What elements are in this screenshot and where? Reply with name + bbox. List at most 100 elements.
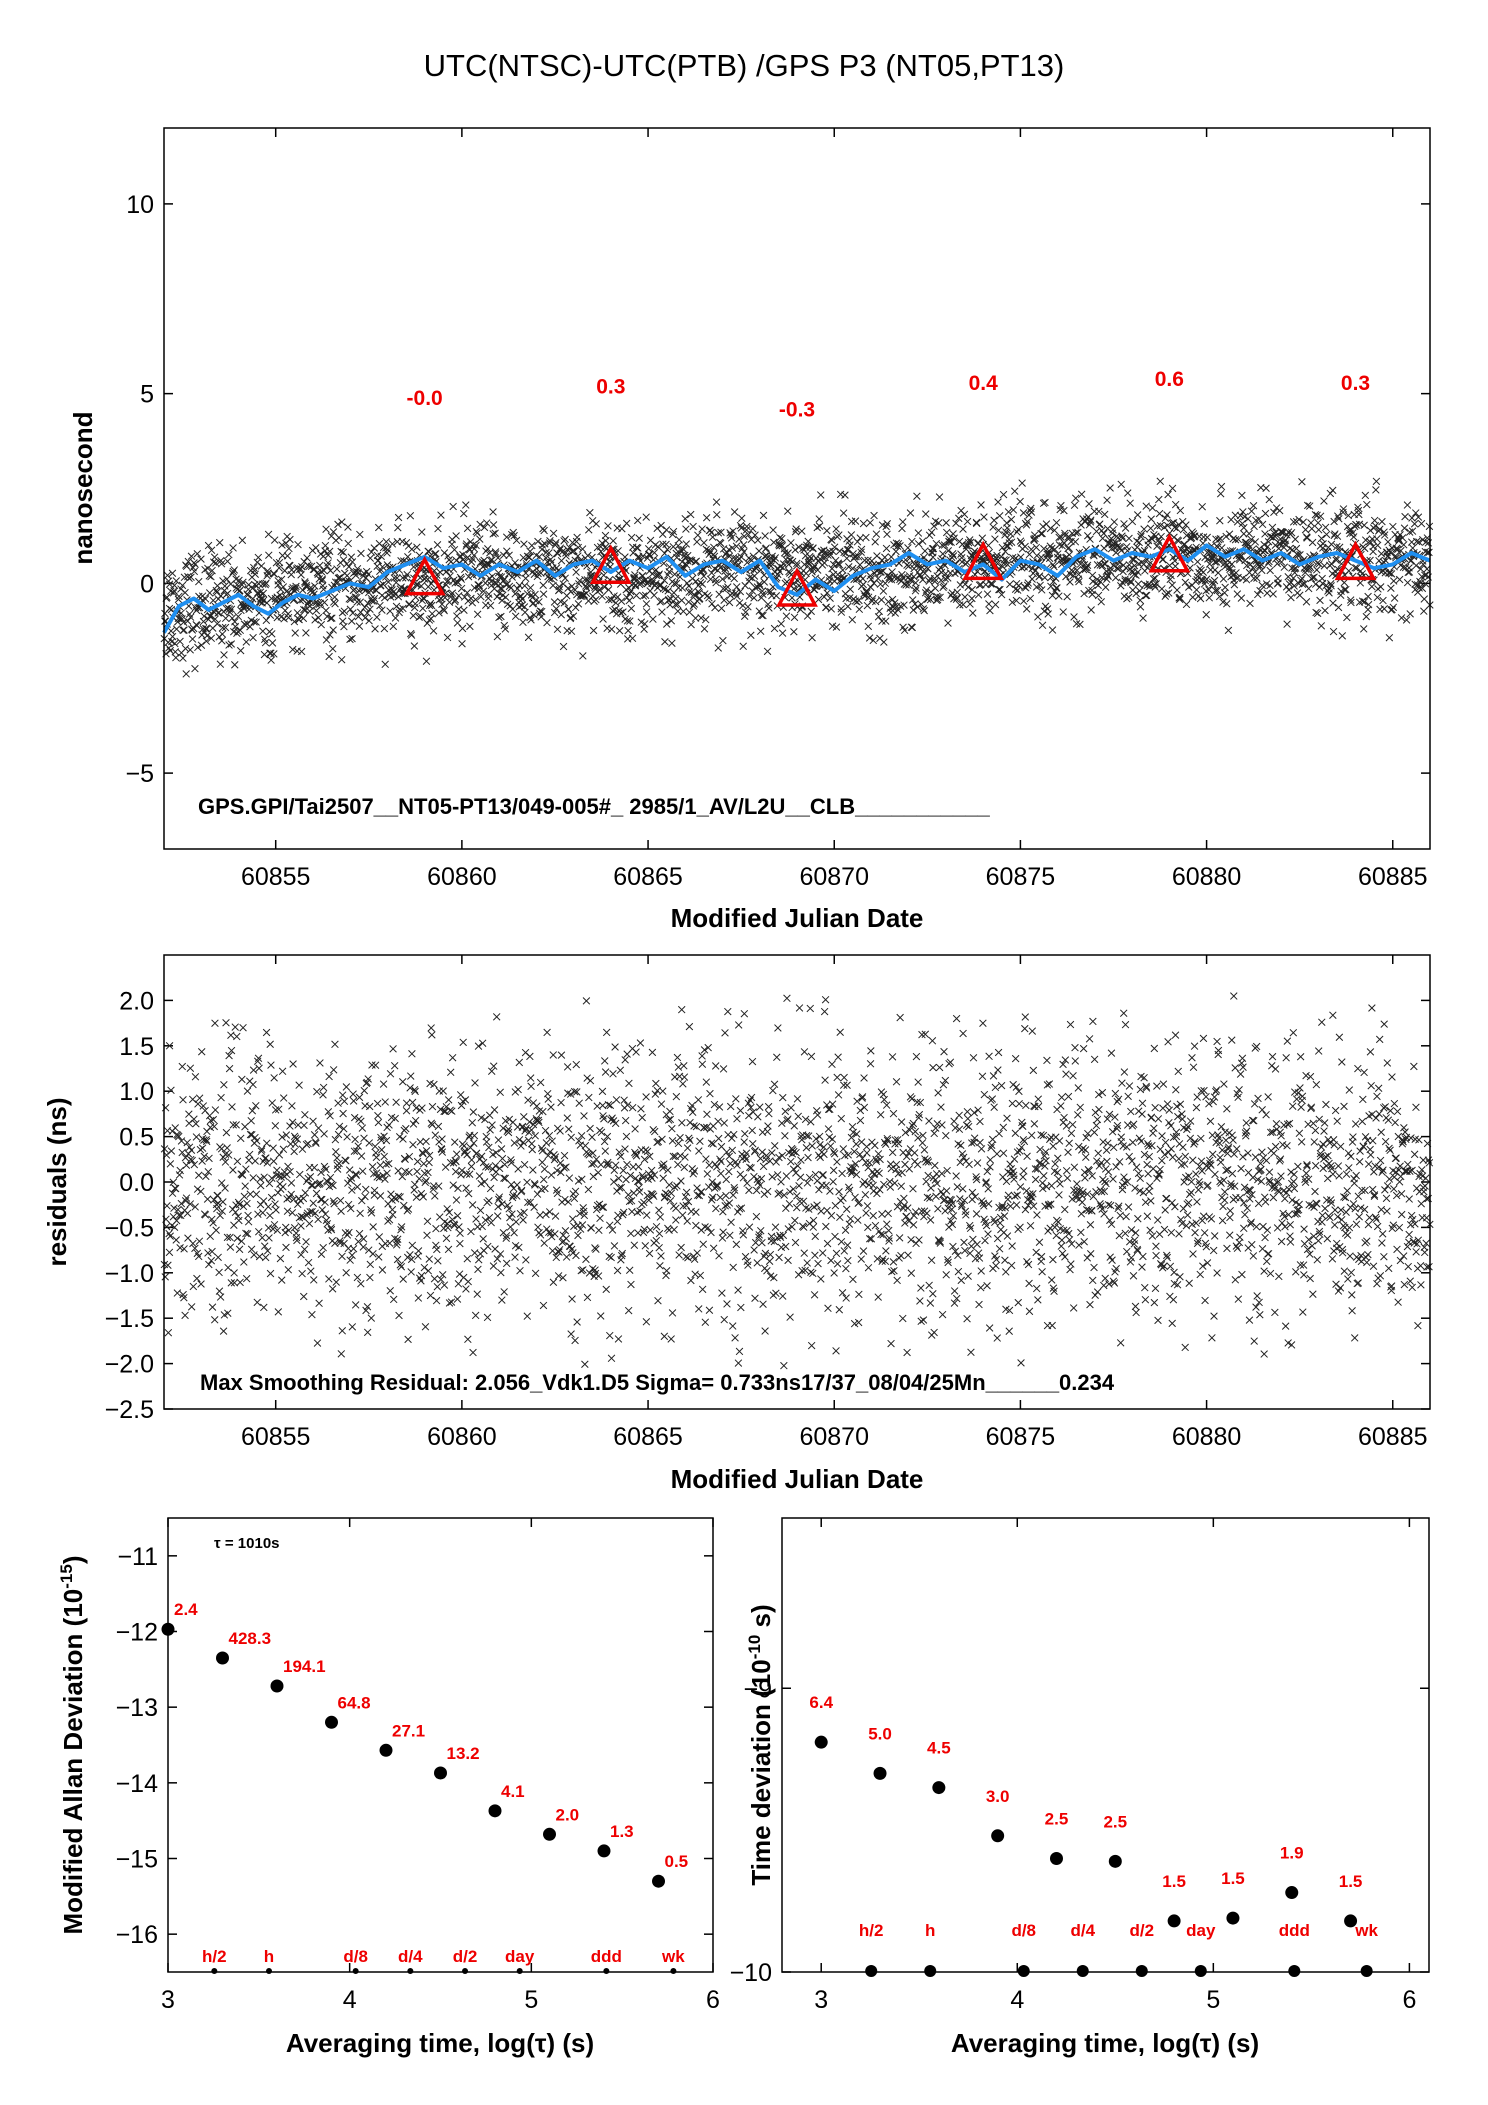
timeseries-point xyxy=(1314,526,1323,534)
residual-point xyxy=(246,1190,255,1198)
figure-title: UTC(NTSC)-UTC(PTB) /GPS P3 (NT05,PT13) xyxy=(424,48,1065,83)
residual-point xyxy=(928,1037,937,1045)
timeseries-point xyxy=(270,570,279,578)
timeseries-point xyxy=(1057,501,1065,510)
residual-point xyxy=(619,1166,628,1175)
residual-point xyxy=(255,1064,263,1073)
timeseries-point xyxy=(449,502,457,511)
timeseries-point xyxy=(759,511,768,520)
residual-point xyxy=(183,1209,192,1218)
residual-point xyxy=(423,1231,431,1240)
timeseries-point xyxy=(1109,525,1117,534)
timeseries-point xyxy=(495,572,504,581)
residuals-ytick-label: 0.5 xyxy=(119,1124,154,1152)
timeseries-point xyxy=(503,547,511,555)
timeseries-point xyxy=(962,545,970,553)
timeseries-point xyxy=(1027,545,1036,554)
residual-point xyxy=(567,1133,575,1142)
timeseries-point xyxy=(462,540,471,548)
timeseries-point xyxy=(749,525,757,533)
residual-point xyxy=(446,1068,455,1077)
timeseries-point xyxy=(623,593,631,602)
timeseries-point xyxy=(1100,529,1108,538)
timeseries-point xyxy=(221,623,230,632)
timeseries-point xyxy=(434,524,442,533)
timeseries-point xyxy=(855,596,863,605)
timeseries-point xyxy=(915,571,924,580)
residual-point xyxy=(779,1231,788,1240)
timeseries-point xyxy=(370,544,379,552)
timeseries-point xyxy=(203,631,211,640)
timeseries-point xyxy=(1270,508,1278,517)
timeseries-point xyxy=(386,607,394,615)
residual-point xyxy=(964,1114,972,1123)
residual-point xyxy=(494,1202,502,1211)
residual-point xyxy=(954,1140,962,1148)
residual-point xyxy=(318,1206,327,1214)
timeseries-point xyxy=(1200,520,1209,528)
timeseries-point xyxy=(1249,563,1257,572)
residual-point xyxy=(830,1269,838,1277)
residual-point xyxy=(862,1209,870,1217)
residual-point xyxy=(600,1057,609,1065)
timeseries-point xyxy=(1168,484,1177,493)
timeseries-point xyxy=(270,650,278,658)
timeseries-xtick-label: 60880 xyxy=(1172,863,1242,891)
timeseries-point xyxy=(1316,596,1324,605)
timeseries-point xyxy=(769,526,777,534)
residuals-scatter xyxy=(160,992,1434,1370)
timeseries-point xyxy=(1192,586,1201,594)
residual-point xyxy=(725,1167,733,1176)
timeseries-point xyxy=(627,533,636,542)
timeseries-point xyxy=(654,571,663,580)
timeseries-point xyxy=(553,549,562,558)
timeseries-point xyxy=(910,560,919,568)
residual-point xyxy=(612,1096,621,1104)
residual-point xyxy=(674,1160,682,1169)
residual-point xyxy=(314,1215,322,1224)
timeseries-point xyxy=(829,547,837,556)
residual-point xyxy=(857,1255,865,1263)
timeseries-point xyxy=(792,525,800,533)
residual-point xyxy=(215,1287,224,1295)
timeseries-point xyxy=(803,612,812,620)
timeseries-point xyxy=(172,625,181,633)
residual-point xyxy=(468,1118,477,1127)
timeseries-point xyxy=(754,536,762,544)
timeseries-point xyxy=(165,580,174,588)
residual-point xyxy=(252,1101,260,1110)
timeseries-point xyxy=(1395,575,1404,584)
residual-point xyxy=(837,1237,846,1246)
timeseries-point xyxy=(574,543,583,552)
residual-point xyxy=(815,1132,824,1141)
timeseries-point xyxy=(185,574,193,583)
timeseries-point xyxy=(463,588,471,597)
timeseries-point xyxy=(1016,537,1025,545)
residual-point xyxy=(771,1223,780,1231)
residual-point xyxy=(581,1360,589,1368)
timeseries-ytick-label: 0 xyxy=(140,570,154,598)
timeseries-point xyxy=(452,532,460,540)
timeseries-point xyxy=(545,549,553,557)
residual-point xyxy=(964,1122,973,1131)
residual-point xyxy=(655,1243,663,1252)
timeseries-point xyxy=(1141,591,1150,600)
residual-point xyxy=(310,1131,319,1139)
timeseries-point xyxy=(866,583,875,592)
residual-point xyxy=(572,1251,580,1260)
residual-point xyxy=(935,1063,944,1072)
residuals-panel: 60855 60860 60865 60870 60875 60880 60885−2.5−… xyxy=(42,954,1434,1494)
triangle-label: -0.3 xyxy=(779,398,815,421)
timeseries-point xyxy=(737,552,745,561)
residual-point xyxy=(829,1177,837,1186)
residual-point xyxy=(824,1304,832,1313)
timeseries-point xyxy=(809,544,817,552)
residual-point xyxy=(561,1195,569,1204)
timeseries-point xyxy=(1013,528,1021,536)
residual-point xyxy=(740,1138,748,1146)
timeseries-point xyxy=(1100,510,1109,519)
residual-point xyxy=(621,1056,629,1064)
residual-point xyxy=(517,1186,526,1195)
timeseries-point xyxy=(783,507,792,515)
residual-point xyxy=(764,1122,772,1130)
